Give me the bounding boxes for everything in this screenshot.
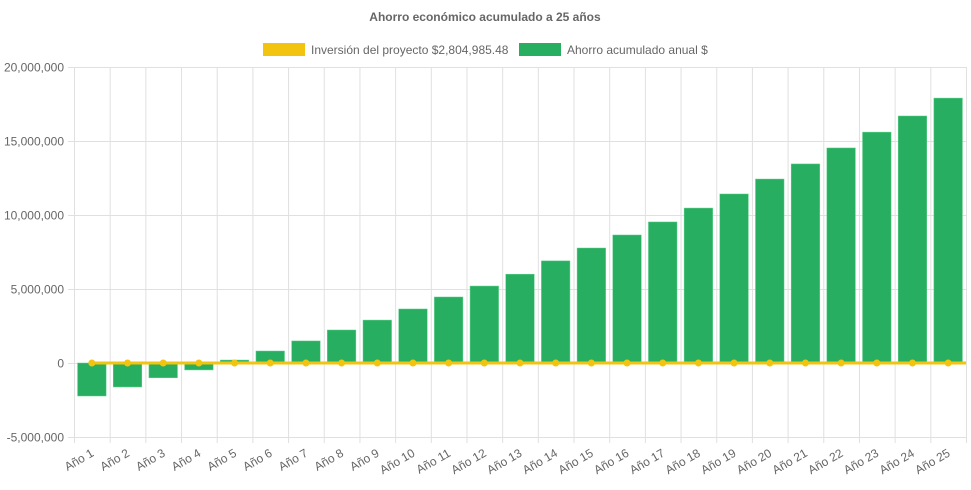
line-point: [445, 359, 453, 367]
line-point: [623, 359, 631, 367]
bar: [790, 163, 820, 364]
y-tick-label: 15,000,000: [4, 135, 64, 149]
x-tick-label: Año 6: [240, 446, 274, 474]
line-point: [266, 359, 274, 367]
line-point: [195, 359, 203, 367]
x-tick-label: Año 19: [698, 446, 738, 477]
bar: [469, 285, 499, 364]
line-point: [480, 359, 488, 367]
x-tick-label: Año 15: [556, 446, 596, 477]
x-tick-label: Año 22: [805, 446, 845, 477]
bar: [398, 308, 428, 364]
line-point: [873, 359, 881, 367]
x-tick-label: Año 3: [133, 446, 167, 474]
x-tick-label: Año 25: [913, 446, 953, 477]
chart-title: Ahorro económico acumulado a 25 años: [369, 10, 601, 24]
line-point: [302, 359, 310, 367]
bar: [897, 115, 928, 364]
x-tick-label: Año 13: [484, 446, 524, 477]
x-tick-label: Año 4: [169, 446, 203, 474]
bar: [434, 296, 464, 364]
bar: [505, 273, 535, 364]
line-point: [124, 359, 132, 367]
line-point: [801, 359, 809, 367]
legend-swatch-investment: [263, 43, 305, 56]
x-tick-label: Año 17: [627, 446, 667, 477]
bar: [719, 193, 749, 364]
line-point: [338, 359, 346, 367]
y-tick-label: 20,000,000: [4, 61, 64, 75]
line-point: [409, 359, 417, 367]
x-tick-label: Año 12: [449, 446, 489, 477]
line-point: [231, 359, 239, 367]
x-tick-label: Año 16: [591, 446, 631, 477]
x-tick-label: Año 5: [205, 446, 239, 474]
y-tick-label: -5,000,000: [7, 431, 65, 445]
y-tick-label: 0: [57, 357, 64, 371]
line-point: [766, 359, 774, 367]
legend-label-savings: Ahorro acumulado anual $: [567, 43, 708, 57]
x-tick-label: Año 23: [841, 446, 881, 477]
x-tick-label: Año 11: [414, 446, 453, 477]
line-point: [159, 359, 167, 367]
legend[interactable]: Inversión del proyecto $2,804,985.48 Aho…: [263, 43, 708, 57]
line-point: [587, 359, 595, 367]
legend-label-investment: Inversión del proyecto $2,804,985.48: [311, 43, 509, 57]
x-tick-label: Año 24: [877, 446, 917, 477]
bar: [648, 221, 678, 364]
bar: [77, 362, 107, 397]
x-tick-label: Año 14: [520, 446, 560, 477]
x-tick-label: Año 21: [770, 446, 810, 477]
x-tick-label: Año 18: [663, 446, 703, 477]
bar: [576, 247, 606, 364]
bar: [862, 131, 892, 364]
line-point: [516, 359, 524, 367]
bar: [683, 207, 713, 364]
line-point: [944, 359, 952, 367]
bar: [362, 319, 392, 364]
bar: [112, 362, 143, 388]
x-tick-label: Año 8: [312, 446, 346, 474]
line-point: [837, 359, 845, 367]
x-tick-label: Año 2: [98, 446, 132, 474]
x-tick-label: Año 10: [377, 446, 417, 477]
bar: [541, 260, 571, 364]
bar: [327, 329, 357, 364]
x-tick-label: Año 1: [62, 446, 96, 474]
line-point: [659, 359, 667, 367]
line-point: [694, 359, 702, 367]
line-point: [730, 359, 738, 367]
line-point: [908, 359, 916, 367]
bar: [826, 147, 856, 364]
y-tick-label: 5,000,000: [11, 283, 65, 297]
bar: [933, 97, 963, 364]
line-point: [552, 359, 560, 367]
bar: [755, 178, 785, 364]
x-tick-label: Año 9: [347, 446, 381, 474]
y-tick-label: 10,000,000: [4, 209, 64, 223]
legend-swatch-savings: [519, 43, 561, 56]
x-tick-label: Año 7: [276, 446, 310, 474]
line-point: [373, 359, 381, 367]
line-point: [88, 359, 96, 367]
x-tick-label: Año 20: [734, 446, 774, 477]
bar: [612, 234, 642, 364]
